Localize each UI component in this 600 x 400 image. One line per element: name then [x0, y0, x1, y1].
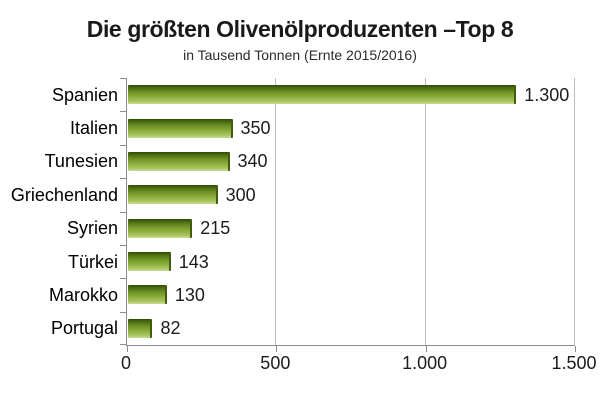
y-axis-tick [120, 278, 126, 279]
chart-subtitle: in Tausend Tonnen (Ernte 2015/2016) [183, 47, 417, 63]
x-tick-label: 1.000 [402, 353, 448, 373]
value-label: 130 [174, 284, 205, 305]
bar [128, 252, 171, 272]
x-tick-label: 0 [120, 353, 132, 373]
x-axis-tick [276, 346, 277, 352]
bar [128, 185, 218, 205]
bar [128, 118, 233, 138]
category-label: Marokko [48, 284, 118, 305]
plot-area: 1.300 350 340 300 215 143 130 82 [120, 78, 576, 352]
gridline-1.500 [574, 78, 575, 345]
y-axis-tick [120, 312, 126, 313]
category-label: Italien [69, 118, 118, 139]
bar [128, 151, 230, 171]
x-axis-tick [575, 346, 576, 352]
y-axis-tick [120, 78, 126, 79]
value-label: 1.300 [524, 84, 570, 105]
gridline-1.000 [425, 78, 426, 345]
y-axis-tick [120, 145, 126, 146]
chart-title: Die größten Olivenölproduzenten –Top 8 [86, 16, 514, 42]
bar [128, 285, 167, 305]
category-label: Portugal [50, 318, 118, 339]
x-tick-label: 500 [260, 353, 291, 373]
x-tick-label: 1.500 [551, 353, 597, 373]
category-label: Griechenland [10, 184, 118, 205]
value-label: 350 [240, 118, 271, 139]
value-label: 300 [225, 184, 256, 205]
bar [128, 218, 193, 238]
value-label: 82 [160, 318, 181, 339]
x-axis-tick [426, 346, 427, 352]
y-axis-tick [120, 344, 126, 345]
x-axis-tick [127, 346, 128, 352]
y-axis-tick [120, 111, 126, 112]
bar [128, 85, 517, 105]
bar [128, 318, 153, 338]
y-axis-tick [120, 178, 126, 179]
y-axis-tick [120, 212, 126, 213]
value-label: 143 [178, 251, 209, 272]
y-axis-tick [120, 245, 126, 246]
category-label: Syrien [66, 218, 118, 239]
value-label: 215 [200, 218, 231, 239]
category-label: Spanien [51, 84, 118, 105]
category-label: Türkei [67, 251, 118, 272]
category-label: Tunesien [44, 151, 118, 172]
value-label: 340 [237, 151, 268, 172]
gridline-500 [275, 78, 276, 345]
